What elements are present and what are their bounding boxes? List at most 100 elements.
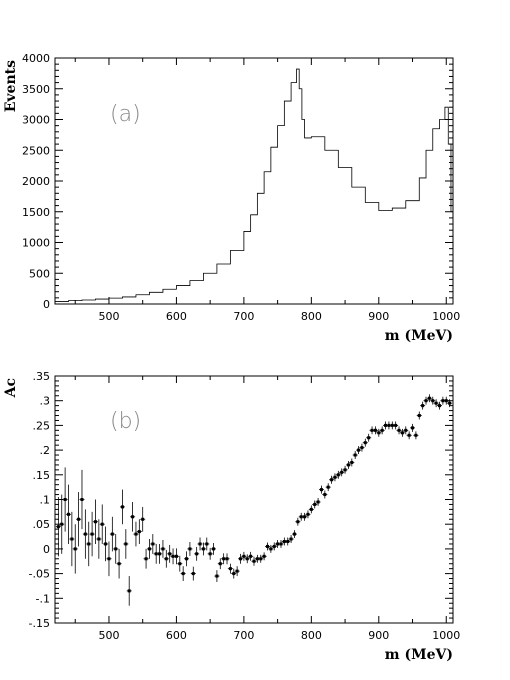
data-point xyxy=(326,485,330,489)
data-point xyxy=(208,552,212,556)
data-point xyxy=(66,512,70,516)
data-point xyxy=(168,552,172,556)
data-point xyxy=(313,502,317,506)
data-point xyxy=(56,525,60,529)
y-tick-label-a: 3000 xyxy=(22,114,50,127)
data-point xyxy=(384,423,388,427)
data-point xyxy=(350,460,354,464)
data-point xyxy=(161,547,165,551)
data-point xyxy=(340,470,344,474)
data-point xyxy=(245,557,249,561)
data-point xyxy=(336,473,340,477)
data-point xyxy=(353,453,357,457)
data-point xyxy=(252,559,256,563)
data-point xyxy=(83,532,87,536)
data-point xyxy=(306,512,310,516)
y-tick-label-b: .15 xyxy=(33,469,51,482)
data-point xyxy=(124,542,128,546)
data-point xyxy=(414,433,418,437)
events-histogram-line xyxy=(55,68,454,302)
data-point xyxy=(100,522,104,526)
data-point xyxy=(205,542,209,546)
x-tick-label-b: 600 xyxy=(166,629,187,642)
data-point xyxy=(373,428,377,432)
data-point xyxy=(404,428,408,432)
data-point xyxy=(282,539,286,543)
x-tick-label-b: 500 xyxy=(98,629,119,642)
x-tick-label-b: 700 xyxy=(233,629,254,642)
data-point xyxy=(367,436,371,440)
x-tick-label-a: 500 xyxy=(98,310,119,323)
data-point xyxy=(438,404,442,408)
panel-a: 500 600 700 800 900 1000 0 500 1000 1500 2000 2500 3… xyxy=(3,52,460,344)
data-point xyxy=(117,562,121,566)
x-tick-label-b: 900 xyxy=(368,629,389,642)
data-point xyxy=(286,539,290,543)
y-tick-label-b: .25 xyxy=(33,419,51,432)
y-tick-label-b: .35 xyxy=(33,370,51,383)
data-point xyxy=(127,589,131,593)
data-point xyxy=(70,537,74,541)
y-tick-label-b: -.1 xyxy=(36,592,50,605)
data-point xyxy=(60,522,64,526)
data-point xyxy=(377,431,381,435)
data-point xyxy=(434,401,438,405)
data-point xyxy=(131,515,135,519)
data-point xyxy=(185,557,189,561)
data-point xyxy=(80,498,84,501)
data-point xyxy=(303,515,307,519)
data-point xyxy=(228,567,232,571)
data-point xyxy=(357,448,361,452)
x-tick-label-a: 700 xyxy=(233,310,254,323)
data-point xyxy=(276,542,280,546)
data-point xyxy=(225,557,229,561)
data-point xyxy=(316,500,320,504)
data-point xyxy=(444,399,448,403)
data-point xyxy=(441,399,445,403)
data-point xyxy=(120,505,124,509)
data-point xyxy=(222,557,226,561)
data-point xyxy=(198,542,202,546)
x-axis-title-a: m (MeV) xyxy=(385,328,453,344)
panel-label-b: (b) xyxy=(110,409,141,434)
data-point xyxy=(279,542,283,546)
data-point xyxy=(73,547,77,551)
y-tick-label-a: 1500 xyxy=(22,206,50,219)
data-point xyxy=(93,520,97,524)
y-tick-label-b: 0 xyxy=(43,543,50,556)
data-point xyxy=(215,574,219,578)
data-point xyxy=(191,572,195,576)
data-point xyxy=(346,463,350,467)
data-point xyxy=(201,547,205,551)
data-point xyxy=(255,557,259,561)
data-point xyxy=(232,572,236,576)
data-point xyxy=(265,544,269,548)
data-point xyxy=(309,507,313,511)
data-point xyxy=(212,547,216,551)
data-point xyxy=(431,399,435,403)
y-tick-label-b: .1 xyxy=(40,494,51,507)
data-point xyxy=(141,517,145,521)
data-point xyxy=(110,532,114,536)
data-point xyxy=(235,569,239,573)
data-point xyxy=(296,520,300,524)
data-point xyxy=(424,399,428,403)
y-tick-label-b: -.05 xyxy=(29,568,50,581)
data-point xyxy=(63,498,67,501)
data-point xyxy=(104,542,108,546)
y-axis-title-b: Ac xyxy=(3,378,19,398)
x-tick-label-b: 800 xyxy=(301,629,322,642)
x-tick-label-a: 1000 xyxy=(432,310,460,323)
data-point xyxy=(77,517,81,521)
y-tick-label-b: -.15 xyxy=(29,617,50,630)
data-point xyxy=(134,532,138,536)
data-point xyxy=(171,554,175,558)
data-point xyxy=(417,414,421,418)
y-tick-label-a: 4000 xyxy=(22,52,50,65)
panel-b: 500 600 700 800 900 1000 -.15 -.1 -.05 0 .05 .1 .15.… xyxy=(3,370,460,663)
y-axis-title-a: Events xyxy=(3,60,19,112)
data-point xyxy=(343,468,347,472)
data-point xyxy=(387,423,391,427)
data-point xyxy=(154,552,158,556)
data-point xyxy=(363,441,367,445)
